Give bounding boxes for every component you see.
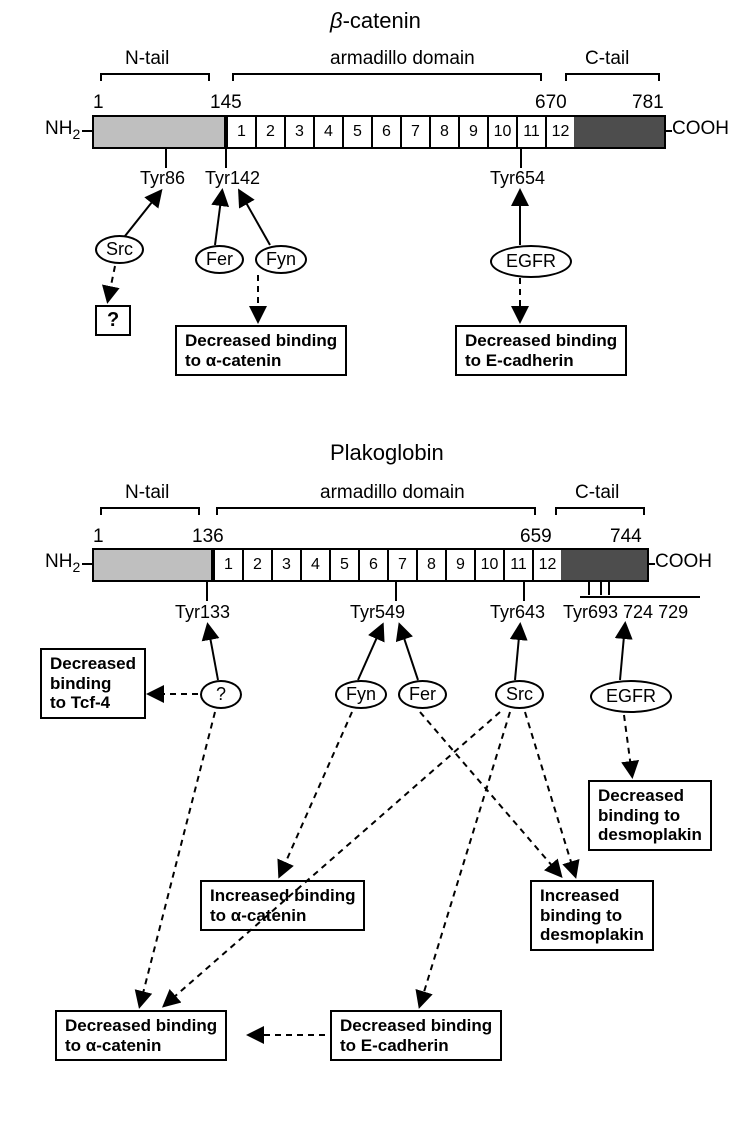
bcat-nh2-connector xyxy=(82,130,92,132)
pg-arm-4: 4 xyxy=(300,550,329,580)
pg-tyr549: Tyr549 xyxy=(350,602,405,623)
bcat-q-box: ? xyxy=(95,305,131,336)
pg-arm-3: 3 xyxy=(271,550,300,580)
pg-arm-11: 11 xyxy=(503,550,532,580)
bcat-fyn: Fyn xyxy=(255,245,307,274)
bcat-arm-11: 11 xyxy=(516,117,545,147)
pg-effect-dec-desmo: Decreased binding to desmoplakin xyxy=(588,780,712,851)
pg-tick-643 xyxy=(523,581,525,601)
pg-arm-1: 1 xyxy=(213,550,242,580)
pg-src: Src xyxy=(495,680,544,709)
bcat-pos-670: 670 xyxy=(535,92,567,114)
pg-effect-dec-acat: Decreased binding to α-catenin xyxy=(55,1010,227,1061)
pg-domain-bar: 1 2 3 4 5 6 7 8 9 10 11 12 xyxy=(92,548,649,582)
pg-tick-549 xyxy=(395,581,397,601)
bcat-arm-4: 4 xyxy=(313,117,342,147)
pg-effect-dec-ecad: Decreased binding to E-cadherin xyxy=(330,1010,502,1061)
bcat-tick-86 xyxy=(165,148,167,168)
pg-tyr-group: Tyr693 724 729 xyxy=(563,602,688,623)
bcat-pos-781: 781 xyxy=(632,92,664,114)
bcat-arm-9: 9 xyxy=(458,117,487,147)
pg-ntail-bracket xyxy=(100,507,200,517)
bcat-tick-142 xyxy=(225,148,227,168)
pg-pos-1: 1 xyxy=(93,526,104,548)
pg-arm-7: 7 xyxy=(387,550,416,580)
bcat-ctail-bracket xyxy=(565,73,660,83)
bcat-effect-acat: Decreased binding to α-catenin xyxy=(175,325,347,376)
pg-pos-136: 136 xyxy=(192,526,224,548)
pg-tyr-group-brace xyxy=(580,596,700,604)
pg-effect-tcf4: Decreased binding to Tcf-4 xyxy=(40,648,146,719)
bcat-arm-bracket xyxy=(232,73,542,83)
pg-ntail-label: N-tail xyxy=(125,482,169,504)
pg-arm-5: 5 xyxy=(329,550,358,580)
pg-pos-659: 659 xyxy=(520,526,552,548)
bcat-arm-8: 8 xyxy=(429,117,458,147)
bcat-arm-3: 3 xyxy=(284,117,313,147)
bcat-arm-7: 7 xyxy=(400,117,429,147)
bcat-egfr: EGFR xyxy=(490,245,572,278)
bcat-arm-5: 5 xyxy=(342,117,371,147)
pg-ctail-label: C-tail xyxy=(575,482,619,504)
bcat-src: Src xyxy=(95,235,144,264)
bcat-domain-bar: 1 2 3 4 5 6 7 8 9 10 11 12 xyxy=(92,115,666,149)
bcat-ntail-bracket xyxy=(100,73,210,83)
bcat-nh2: NH2 xyxy=(45,118,80,142)
pg-pos-744: 744 xyxy=(610,526,642,548)
pg-tick-724 xyxy=(600,581,602,595)
pg-tyr643: Tyr643 xyxy=(490,602,545,623)
bcat-arm-label: armadillo domain xyxy=(330,48,475,70)
bcat-arm-12: 12 xyxy=(545,117,574,147)
bcat-arm-10: 10 xyxy=(487,117,516,147)
pg-arm-2: 2 xyxy=(242,550,271,580)
pg-title: Plakoglobin xyxy=(330,440,444,466)
pg-tyr133: Tyr133 xyxy=(175,602,230,623)
bcat-ntail-label: N-tail xyxy=(125,48,169,70)
pg-nh2: NH2 xyxy=(45,551,80,575)
bcat-title: β-catenin xyxy=(330,8,421,34)
pg-fyn: Fyn xyxy=(335,680,387,709)
pg-tick-693 xyxy=(588,581,590,595)
pg-arm-10: 10 xyxy=(474,550,503,580)
pg-arm-8: 8 xyxy=(416,550,445,580)
pg-arm-label: armadillo domain xyxy=(320,482,465,504)
pg-tick-729 xyxy=(608,581,610,595)
bcat-arm-1: 1 xyxy=(226,117,255,147)
pg-arm-9: 9 xyxy=(445,550,474,580)
pg-nh2-connector xyxy=(82,563,92,565)
bcat-tyr142: Tyr142 xyxy=(205,168,260,189)
pg-q-kinase: ? xyxy=(200,680,242,709)
bcat-tyr654: Tyr654 xyxy=(490,168,545,189)
bcat-effect-ecad: Decreased binding to E-cadherin xyxy=(455,325,627,376)
bcat-fer: Fer xyxy=(195,245,244,274)
bcat-cooh: COOH xyxy=(672,118,729,140)
bcat-tick-654 xyxy=(520,148,522,168)
pg-arm-6: 6 xyxy=(358,550,387,580)
bcat-ctail-label: C-tail xyxy=(585,48,629,70)
bcat-arm-2: 2 xyxy=(255,117,284,147)
pg-tick-133 xyxy=(206,581,208,601)
pg-ctail-bracket xyxy=(555,507,645,517)
pg-egfr: EGFR xyxy=(590,680,672,713)
pg-arm-bracket xyxy=(216,507,536,517)
pg-cooh: COOH xyxy=(655,551,712,573)
pg-fer: Fer xyxy=(398,680,447,709)
bcat-tyr86: Tyr86 xyxy=(140,168,185,189)
bcat-pos-145: 145 xyxy=(210,92,242,114)
pg-effect-inc-desmo: Increased binding to desmoplakin xyxy=(530,880,654,951)
pg-arm-12: 12 xyxy=(532,550,561,580)
bcat-pos-1: 1 xyxy=(93,92,104,114)
pg-effect-inc-acat: Increased binding to α-catenin xyxy=(200,880,365,931)
bcat-arm-6: 6 xyxy=(371,117,400,147)
